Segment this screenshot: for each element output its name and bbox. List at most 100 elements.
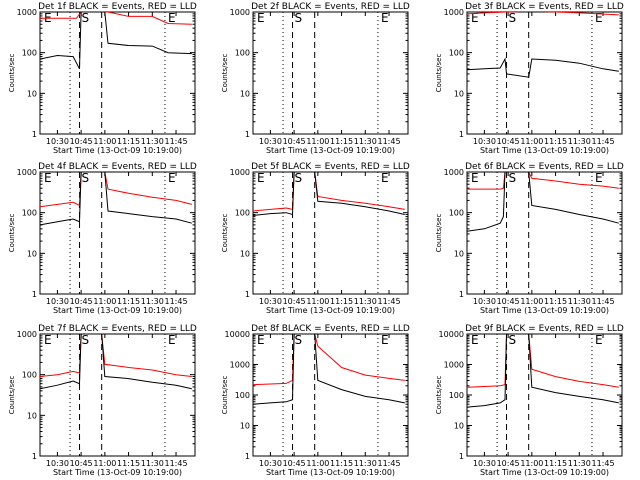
x-tick-label: 11:30 [141,459,164,468]
x-tick-label: 10:45 [283,297,306,306]
x-tick-label: 11:15 [117,459,140,468]
y-axis-label: Counts/sec [8,214,16,253]
x-axis-label: Start Time (13-Oct-09 10:19:00) [53,306,182,315]
x-axis-label: Start Time (13-Oct-09 10:19:00) [53,146,182,155]
x-tick-label: 10:45 [283,137,306,146]
y-tick-label: 1 [459,452,464,461]
x-tick-label: 11:30 [568,297,591,306]
x-tick-label: 11:15 [544,137,567,146]
lld-series-line [467,334,619,388]
x-tick-label: 10:30 [259,459,282,468]
y-tick-label: 1 [32,290,37,299]
y-tick-label: 100 [235,209,250,218]
y-tick-label: 100 [22,49,37,58]
plot-frame [252,11,409,135]
x-tick-label: 10:30 [473,459,496,468]
marker-label: E [168,171,176,185]
y-tick-label: 10 [240,89,250,98]
y-tick-label: 10 [240,249,250,258]
x-tick-label: 10:30 [473,297,496,306]
panel-title: Det 3f BLACK = Events, RED = LLD [465,2,624,12]
y-axis-label: Counts/sec [435,54,443,93]
marker-label: S [82,11,90,25]
y-tick-label: 1000 [17,330,37,339]
panel-title: Det 7f BLACK = Events, RED = LLD [38,324,197,334]
marker-label: E [168,333,176,347]
y-tick-label: 1 [459,290,464,299]
marker-label: E [381,333,389,347]
x-tick-label: 10:45 [70,137,93,146]
x-tick-label: 11:45 [164,137,187,146]
x-tick-label: 11:45 [377,297,400,306]
x-tick-label: 11:45 [591,297,614,306]
lld-series-line [253,172,405,212]
x-tick-label: 11:15 [544,459,567,468]
plot-frame [252,333,409,457]
y-tick-label: 100 [449,391,464,400]
marker-label: S [509,333,517,347]
marker-label: E [44,171,52,185]
panel-4: Det 4f BLACK = Events, RED = LLD 10:30 10:… [8,162,197,315]
marker-label: S [509,171,517,185]
lld-series-line [40,12,192,25]
y-tick-label: 1 [32,452,37,461]
x-axis-label: Start Time (13-Oct-09 10:19:00) [53,468,182,477]
events-series-line [40,12,192,70]
x-axis-label: Start Time (13-Oct-09 10:19:00) [480,306,609,315]
y-tick-label: 10 [27,411,37,420]
events-series-line [40,172,192,226]
x-tick-label: 10:45 [70,459,93,468]
x-tick-label: 10:30 [259,297,282,306]
panel-1: Det 1f BLACK = Events, RED = LLD 10:30 10:… [8,2,197,155]
y-tick-label: 1000 [444,168,464,177]
x-tick-label: 10:45 [497,137,520,146]
x-tick-label: 11:30 [568,459,591,468]
x-tick-label: 11:30 [354,137,377,146]
marker-label: E [257,333,265,347]
y-tick-label: 10 [240,422,250,431]
y-tick-label: 1 [32,130,37,139]
y-tick-label: 1000 [17,8,37,17]
x-tick-label: 10:45 [497,297,520,306]
events-series-line [467,57,619,78]
x-tick-label: 11:45 [164,459,187,468]
marker-label: E [257,171,265,185]
x-axis-label: Start Time (13-Oct-09 10:19:00) [266,146,395,155]
y-tick-label: 100 [22,209,37,218]
y-tick-label: 100 [235,49,250,58]
x-tick-label: 11:00 [93,137,116,146]
x-tick-label: 11:15 [330,297,353,306]
y-tick-label: 10 [454,249,464,258]
marker-label: S [295,171,303,185]
x-tick-label: 11:00 [520,297,543,306]
x-tick-label: 11:30 [141,297,164,306]
x-axis-label: Start Time (13-Oct-09 10:19:00) [480,468,609,477]
x-tick-label: 11:15 [544,297,567,306]
panel-2: Det 2f BLACK = Events, RED = LLD 10:30 10:… [221,2,410,155]
panel-title: Det 9f BLACK = Events, RED = LLD [465,324,624,334]
y-tick-label: 1000 [230,8,250,17]
marker-label: S [295,333,303,347]
x-tick-label: 10:30 [473,137,496,146]
x-tick-label: 11:15 [330,137,353,146]
y-tick-label: 10 [27,89,37,98]
panel-title: Det 6f BLACK = Events, RED = LLD [465,162,624,172]
x-tick-label: 11:00 [306,297,329,306]
y-tick-label: 1000 [230,168,250,177]
panel-8: Det 8f BLACK = Events, RED = LLD 10:30 10:… [221,324,410,477]
y-tick-label: 10 [454,422,464,431]
y-axis-label: Counts/sec [221,214,229,253]
lld-series-line [467,172,619,190]
lld-series-line [467,12,619,16]
panel-title: Det 1f BLACK = Events, RED = LLD [38,2,197,12]
y-tick-label: 10 [27,249,37,258]
events-series-line [40,334,192,390]
lld-series-line [253,334,405,386]
x-tick-label: 11:00 [306,137,329,146]
y-tick-label: 1000 [230,361,250,370]
marker-label: E [471,171,479,185]
x-tick-label: 10:45 [283,459,306,468]
y-tick-label: 100 [235,391,250,400]
x-tick-label: 10:30 [46,459,69,468]
